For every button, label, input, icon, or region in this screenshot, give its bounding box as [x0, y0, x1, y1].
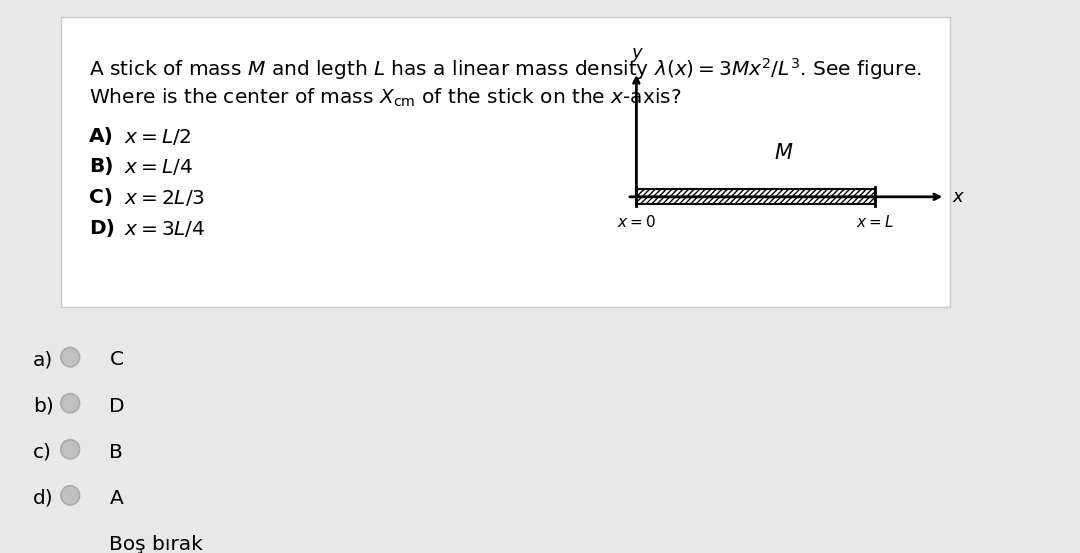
Text: B: B [109, 442, 123, 462]
Text: c): c) [32, 442, 52, 462]
Text: $M$: $M$ [774, 143, 794, 163]
Text: C): C) [89, 188, 113, 207]
Text: $x = 3L/4$: $x = 3L/4$ [124, 219, 205, 239]
Text: D): D) [89, 219, 114, 238]
Circle shape [60, 532, 80, 551]
Circle shape [60, 440, 80, 459]
Bar [60, 17, 950, 307]
Text: $x = L/2$: $x = L/2$ [124, 127, 192, 147]
Text: A stick of mass $\mathbf{\mathit{M}}$ and legth $\mathbf{\mathit{L}}$ has a line: A stick of mass $\mathbf{\mathit{M}}$ an… [89, 56, 921, 82]
Text: $x = L$: $x = L$ [856, 214, 894, 230]
Text: a): a) [32, 351, 53, 369]
Text: y: y [631, 44, 642, 62]
Bar [636, 189, 875, 205]
Text: D: D [109, 397, 125, 415]
Text: $x = 2L/3$: $x = 2L/3$ [124, 188, 205, 208]
Text: A): A) [89, 127, 113, 146]
Text: b): b) [32, 397, 54, 415]
Text: C: C [109, 351, 123, 369]
Text: Where is the center of mass $X_{\rm cm}$ of the stick on the $x$-axis?: Where is the center of mass $X_{\rm cm}$… [89, 86, 681, 109]
Circle shape [60, 347, 80, 367]
Text: Boş bırak: Boş bırak [109, 535, 203, 553]
Text: $x = L/4$: $x = L/4$ [124, 158, 193, 178]
Text: x: x [953, 188, 963, 206]
Text: d): d) [32, 489, 53, 508]
Text: A: A [109, 489, 123, 508]
Circle shape [60, 394, 80, 413]
Text: B): B) [89, 158, 113, 176]
Circle shape [60, 486, 80, 505]
Text: $x = 0$: $x = 0$ [617, 214, 656, 230]
